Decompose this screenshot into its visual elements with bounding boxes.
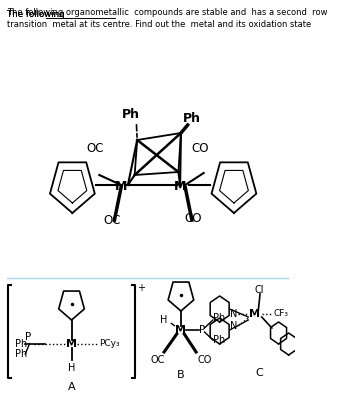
Text: P: P [199,325,206,335]
Text: transition  metal at its centre. Find out the  metal and its oxidation state: transition metal at its centre. Find out… [7,20,311,29]
Text: M: M [175,325,187,335]
Text: H: H [68,363,75,373]
Text: Ph: Ph [15,339,27,349]
Text: CO: CO [198,355,212,365]
Text: +: + [137,283,145,293]
Text: B: B [177,370,185,380]
Text: P: P [25,332,31,342]
Text: Ph: Ph [183,112,201,125]
Text: The following: The following [7,10,67,19]
Text: H: H [160,315,168,325]
Text: N: N [230,321,238,331]
Text: OC: OC [86,141,104,154]
Text: N: N [230,309,238,319]
Text: The following: The following [7,10,67,19]
Text: PCy₃: PCy₃ [99,339,120,349]
Text: CO: CO [191,141,209,154]
Text: M: M [174,181,186,193]
Text: C: C [256,368,263,378]
Text: Ph: Ph [213,313,225,323]
Text: Ph: Ph [122,108,140,121]
Text: OC: OC [150,355,164,365]
Text: Ph: Ph [15,349,27,359]
Text: M: M [115,181,127,193]
Text: Ph: Ph [213,335,225,345]
Text: A: A [68,382,75,392]
Text: The following organometallic  compounds are stable and  has a second  row: The following organometallic compounds a… [7,8,327,17]
Text: CO: CO [185,212,202,224]
Text: CF₃: CF₃ [273,310,288,318]
Text: M: M [250,309,260,319]
Text: OC: OC [103,214,121,226]
Text: Cl: Cl [254,285,264,295]
Text: M: M [66,339,77,349]
